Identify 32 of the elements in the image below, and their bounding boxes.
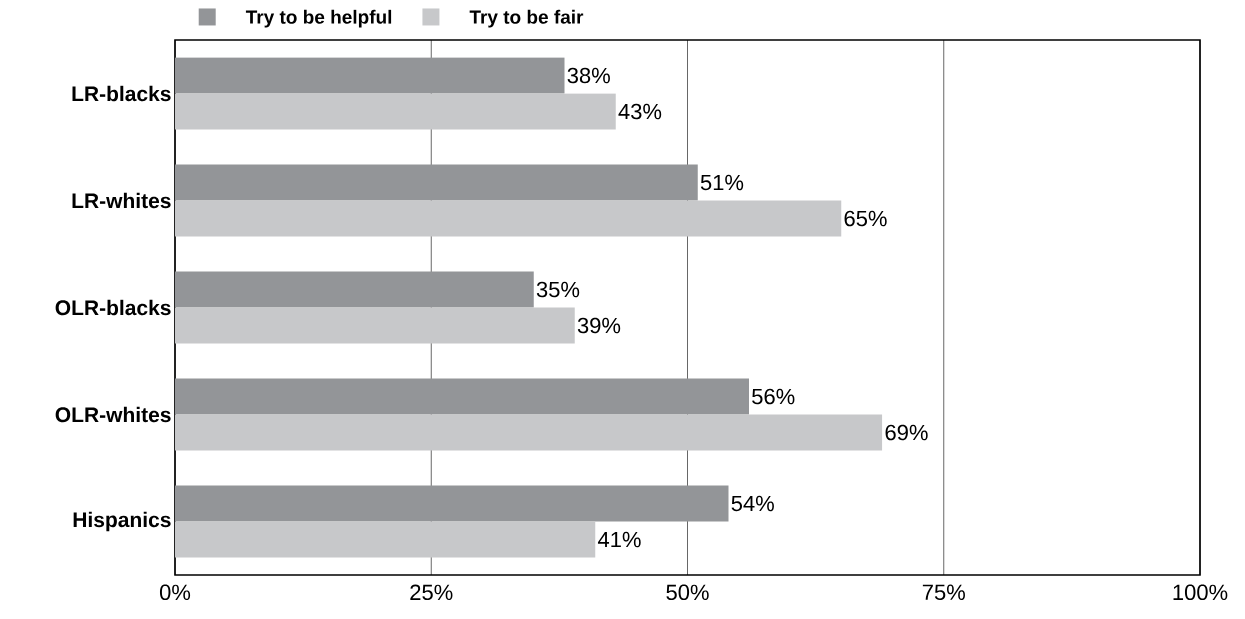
x-tick-label: 0%	[159, 584, 191, 601]
y-tick-label: OLR-blacks	[55, 299, 171, 316]
x-tick-label: 50%	[666, 584, 709, 601]
y-tick-label: Hispanics	[73, 511, 171, 532]
bar	[175, 164, 698, 201]
x-tick-label: 25%	[410, 584, 453, 601]
data-label: 35%	[536, 281, 580, 298]
data-label: 38%	[567, 67, 610, 84]
y-tick-label: OLR-whites	[55, 406, 171, 423]
data-label: 54%	[731, 495, 774, 512]
legend-label: Try to be helpful	[245, 9, 392, 28]
bar	[175, 414, 883, 451]
data-label: 39%	[577, 317, 621, 334]
data-label: 43%	[618, 103, 662, 120]
y-tick-label: LR-whites	[72, 192, 171, 209]
x-tick-label: 75%	[922, 584, 965, 601]
bar	[175, 378, 749, 415]
bar	[175, 271, 534, 308]
data-label: 69%	[885, 424, 928, 441]
bar	[175, 485, 729, 522]
bar	[175, 57, 565, 94]
bar	[175, 93, 616, 130]
x-tick-label: 100%	[1173, 584, 1228, 601]
bar	[175, 521, 596, 558]
bar	[175, 200, 842, 237]
y-tick-label: LR-blacks	[72, 85, 171, 102]
data-label: 56%	[752, 388, 795, 405]
legend-label: Try to be fair	[469, 9, 584, 28]
data-label: 51%	[700, 174, 744, 191]
data-label: 41%	[597, 531, 641, 548]
bar	[175, 307, 575, 344]
data-label: 65%	[844, 210, 887, 227]
